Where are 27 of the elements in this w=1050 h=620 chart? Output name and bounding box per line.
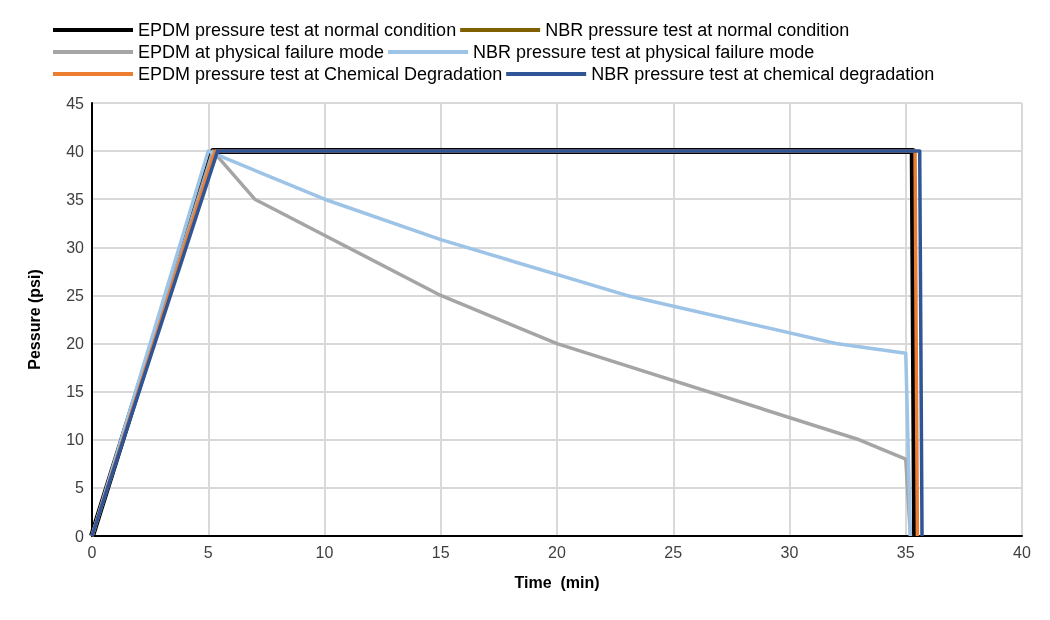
y-tick-label: 45 — [66, 94, 85, 112]
legend-label: NBR pressure test at chemical degradation — [591, 64, 935, 84]
legend-label: NBR pressure test at physical failure mode — [473, 42, 815, 62]
x-tick-label: 0 — [87, 543, 97, 561]
y-tick-label: 0 — [75, 527, 85, 545]
y-tick-label: 20 — [66, 335, 85, 353]
y-tick-label: 5 — [75, 479, 85, 497]
y-axis-title: Pessure (psi) — [25, 269, 43, 370]
x-tick-label: 30 — [780, 543, 799, 561]
x-tick-label: 10 — [315, 543, 334, 561]
x-tick-label: 20 — [548, 543, 566, 561]
y-tick-label: 10 — [66, 431, 85, 449]
x-axis-title: Time (min) — [514, 573, 600, 591]
y-tick-label: 30 — [66, 238, 85, 256]
x-tick-label: 40 — [1013, 543, 1031, 561]
legend-label: NBR pressure test at normal condition — [545, 20, 850, 40]
x-tick-label: 35 — [896, 543, 915, 561]
y-tick-label: 35 — [66, 190, 85, 208]
x-tick-label: 15 — [431, 543, 450, 561]
legend-label: EPDM at physical failure mode — [138, 42, 385, 62]
legend-label: EPDM pressure test at normal condition — [138, 20, 457, 40]
y-tick-label: 40 — [66, 142, 85, 160]
x-tick-label: 25 — [664, 543, 683, 561]
y-tick-label: 25 — [66, 286, 85, 304]
legend-label: EPDM pressure test at Chemical Degradation — [138, 64, 503, 84]
y-tick-label: 15 — [66, 383, 85, 401]
x-tick-label: 5 — [203, 543, 213, 561]
